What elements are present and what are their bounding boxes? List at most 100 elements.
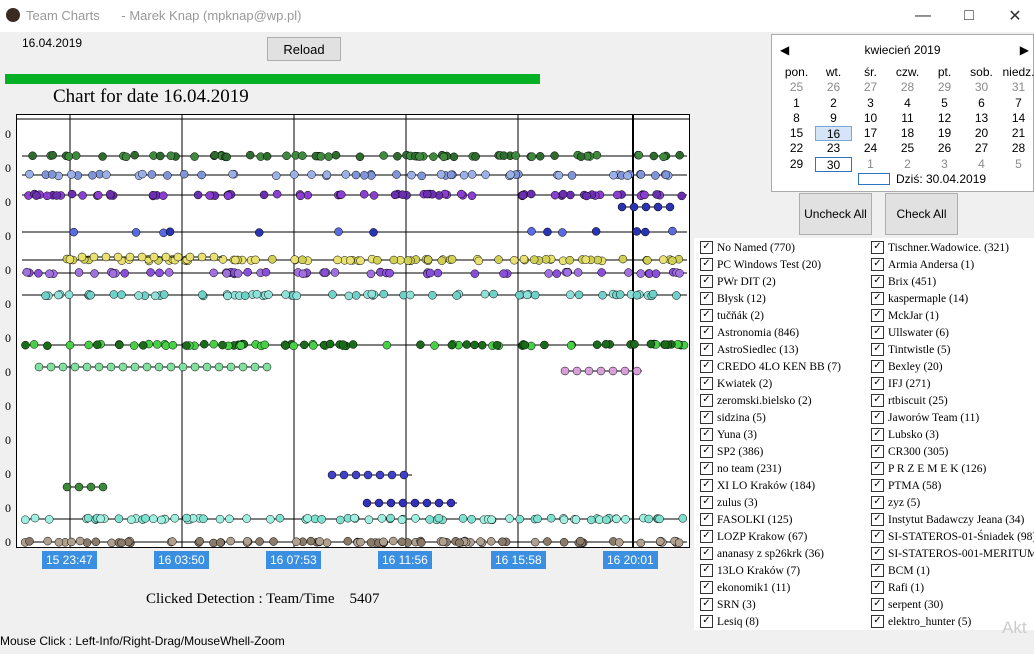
checkbox-checked-icon[interactable]: ✓	[871, 343, 884, 356]
calendar-day[interactable]: 27	[863, 80, 878, 95]
team-checkbox-item[interactable]: ✓ ananasy z sp26krk (36)	[700, 547, 824, 560]
checkbox-checked-icon[interactable]: ✓	[871, 496, 884, 509]
team-checkbox-item[interactable]: ✓ Astronomia (846)	[700, 326, 799, 339]
checkbox-checked-icon[interactable]: ✓	[871, 309, 884, 322]
team-checkbox-item[interactable]: ✓ Bexley (20)	[871, 360, 943, 373]
calendar-day[interactable]: 14	[1011, 110, 1026, 125]
checkbox-checked-icon[interactable]: ✓	[700, 615, 713, 628]
maximize-button[interactable]: □	[964, 7, 974, 24]
calendar-day[interactable]: 22	[789, 141, 804, 156]
checkbox-checked-icon[interactable]: ✓	[700, 275, 713, 288]
calendar-day[interactable]: 5	[1015, 156, 1022, 171]
team-checkbox-item[interactable]: ✓ zulus (3)	[700, 496, 758, 509]
calendar-today[interactable]: Dziś: 30.04.2019	[858, 172, 986, 186]
calendar-day[interactable]: 12	[937, 110, 952, 125]
checkbox-checked-icon[interactable]: ✓	[700, 513, 713, 526]
calendar-day[interactable]: 26	[826, 80, 841, 95]
calendar-day[interactable]: 30	[974, 80, 989, 95]
checkbox-checked-icon[interactable]: ✓	[871, 598, 884, 611]
team-checkbox-item[interactable]: ✓ ekonomik1 (11)	[700, 581, 790, 594]
team-checkbox-item[interactable]: ✓ elektro_hunter (5)	[871, 615, 971, 628]
calendar-day[interactable]: 4	[978, 156, 985, 171]
calendar-day[interactable]: 4	[904, 95, 911, 110]
calendar-day[interactable]: 27	[974, 141, 989, 156]
calendar-day[interactable]: 1	[867, 156, 874, 171]
calendar-day[interactable]: 25	[900, 141, 915, 156]
team-checkbox-item[interactable]: ✓ PTMA (58)	[871, 479, 941, 492]
checkbox-checked-icon[interactable]: ✓	[700, 360, 713, 373]
uncheck-all-button[interactable]: Uncheck All	[799, 193, 872, 235]
calendar-day[interactable]: 2	[830, 95, 837, 110]
calendar-grid[interactable]: pon. wt. śr. czw. pt. sob. niedz. 25 26 27 28 29 30 3…	[778, 65, 1034, 173]
team-checkbox-item[interactable]: ✓ Lesiq (8)	[700, 615, 759, 628]
team-checkbox-item[interactable]: ✓ Lubsko (3)	[871, 428, 939, 441]
check-all-button[interactable]: Check All	[885, 193, 958, 235]
checkbox-checked-icon[interactable]: ✓	[871, 428, 884, 441]
team-checkbox-item[interactable]: ✓ rtbiscuit (25)	[871, 394, 948, 407]
calendar-day[interactable]: 26	[937, 141, 952, 156]
checkbox-checked-icon[interactable]: ✓	[871, 479, 884, 492]
checkbox-checked-icon[interactable]: ✓	[700, 394, 713, 407]
team-checkbox-item[interactable]: ✓ XI LO Kraków (184)	[700, 479, 815, 492]
team-checkbox-item[interactable]: ✓ No Named (770)	[700, 241, 795, 254]
calendar-day[interactable]: 17	[863, 126, 878, 141]
checkbox-checked-icon[interactable]: ✓	[871, 513, 884, 526]
checkbox-checked-icon[interactable]: ✓	[700, 377, 713, 390]
calendar-day[interactable]: 31	[1011, 80, 1026, 95]
checkbox-checked-icon[interactable]: ✓	[871, 530, 884, 543]
calendar-day[interactable]: 25	[789, 80, 804, 95]
checkbox-checked-icon[interactable]: ✓	[871, 411, 884, 424]
checkbox-checked-icon[interactable]: ✓	[871, 292, 884, 305]
team-checkbox-item[interactable]: ✓ Jaworów Team (11)	[871, 411, 979, 424]
team-checkbox-item[interactable]: ✓ Tintwistle (5)	[871, 343, 951, 356]
checkbox-checked-icon[interactable]: ✓	[700, 496, 713, 509]
checkbox-checked-icon[interactable]: ✓	[700, 428, 713, 441]
team-checkbox-item[interactable]: ✓ Tischner.Wadowice. (321)	[871, 241, 1009, 254]
checkbox-checked-icon[interactable]: ✓	[700, 309, 713, 322]
checkbox-checked-icon[interactable]: ✓	[871, 564, 884, 577]
calendar-day[interactable]: 11	[901, 110, 914, 125]
team-checkbox-item[interactable]: ✓ Kwiatek (2)	[700, 377, 772, 390]
team-checkbox-item[interactable]: ✓ sidzina (5)	[700, 411, 766, 424]
calendar-day[interactable]: 28	[1011, 141, 1026, 156]
checkbox-checked-icon[interactable]: ✓	[700, 292, 713, 305]
calendar-day[interactable]: 28	[900, 80, 915, 95]
team-checkbox-item[interactable]: ✓ zyz (5)	[871, 496, 920, 509]
team-checkbox-item[interactable]: ✓ Rafi (1)	[871, 581, 924, 594]
calendar-day[interactable]: 23	[826, 141, 841, 156]
calendar-day[interactable]: 5	[941, 95, 948, 110]
team-checkbox-item[interactable]: ✓ Błysk (12)	[700, 292, 766, 305]
checkbox-checked-icon[interactable]: ✓	[871, 377, 884, 390]
calendar-day[interactable]: 18	[900, 126, 915, 141]
next-month-icon[interactable]: ▶	[1019, 43, 1029, 57]
team-checkbox-item[interactable]: ✓ zeromski.bielsko (2)	[700, 394, 812, 407]
calendar-day[interactable]: 24	[863, 141, 878, 156]
team-checkbox-item[interactable]: ✓ Brix (451)	[871, 275, 936, 288]
checkbox-checked-icon[interactable]: ✓	[700, 547, 713, 560]
calendar-day[interactable]: 6	[978, 95, 985, 110]
close-button[interactable]: ✕	[1008, 8, 1022, 25]
calendar-day[interactable]: 30	[815, 156, 852, 173]
checkbox-checked-icon[interactable]: ✓	[700, 343, 713, 356]
team-checkbox-item[interactable]: ✓ serpent (30)	[871, 598, 943, 611]
checkbox-checked-icon[interactable]: ✓	[700, 326, 713, 339]
calendar[interactable]: ◀ kwiecień 2019 ▶ pon. wt. śr. czw. pt. sob. n…	[771, 34, 1034, 192]
team-checkbox-item[interactable]: ✓ no team (231)	[700, 462, 782, 475]
calendar-day[interactable]: 2	[904, 156, 911, 171]
prev-month-icon[interactable]: ◀	[780, 43, 790, 57]
calendar-day[interactable]: 20	[974, 126, 989, 141]
calendar-day[interactable]: 3	[941, 156, 948, 171]
checkbox-checked-icon[interactable]: ✓	[700, 581, 713, 594]
checkbox-checked-icon[interactable]: ✓	[871, 581, 884, 594]
team-checkbox-item[interactable]: ✓ Ullswater (6)	[871, 326, 949, 339]
team-checkbox-item[interactable]: ✓ LOZP Krakow (67)	[700, 530, 807, 543]
checkbox-checked-icon[interactable]: ✓	[871, 275, 884, 288]
detection-chart[interactable]	[16, 114, 690, 548]
team-checkbox-item[interactable]: ✓ Yuna (3)	[700, 428, 757, 441]
calendar-day[interactable]: 10	[863, 110, 878, 125]
checkbox-checked-icon[interactable]: ✓	[871, 258, 884, 271]
calendar-day[interactable]: 8	[793, 110, 800, 125]
calendar-day[interactable]: 21	[1011, 126, 1026, 141]
checkbox-checked-icon[interactable]: ✓	[871, 547, 884, 560]
chart-canvas[interactable]	[17, 115, 689, 548]
